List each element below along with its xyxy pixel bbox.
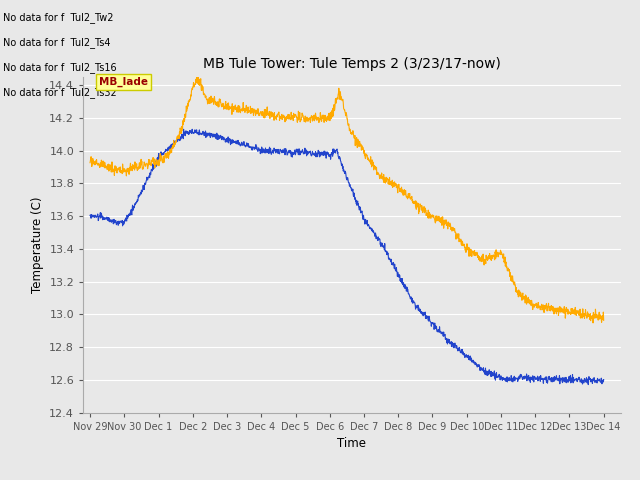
Title: MB Tule Tower: Tule Temps 2 (3/23/17-now): MB Tule Tower: Tule Temps 2 (3/23/17-now…	[203, 58, 501, 72]
Text: No data for f  Tul2_Ts4: No data for f Tul2_Ts4	[3, 37, 111, 48]
Text: MB_lade: MB_lade	[99, 77, 148, 87]
Text: No data for f  Tul2_Ts32: No data for f Tul2_Ts32	[3, 87, 117, 98]
Legend: Tul2_Ts-2, Tul2_Ts-8: Tul2_Ts-2, Tul2_Ts-8	[246, 478, 458, 480]
Y-axis label: Temperature (C): Temperature (C)	[31, 196, 44, 293]
Text: No data for f  Tul2_Ts16: No data for f Tul2_Ts16	[3, 62, 117, 73]
X-axis label: Time: Time	[337, 437, 367, 450]
Text: No data for f  Tul2_Tw2: No data for f Tul2_Tw2	[3, 12, 114, 23]
